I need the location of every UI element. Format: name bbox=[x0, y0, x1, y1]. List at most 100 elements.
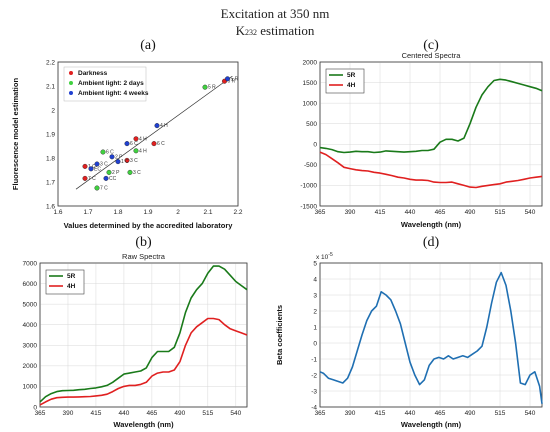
point-label: 5 R bbox=[228, 79, 236, 85]
data-point bbox=[115, 159, 121, 165]
plot-border bbox=[319, 61, 543, 207]
plot-area bbox=[319, 262, 543, 408]
x-tick-label: 440 bbox=[118, 410, 129, 417]
x-tick-label: 1.8 bbox=[113, 209, 122, 216]
x-tick-label: 365 bbox=[315, 410, 326, 417]
point-label: 3 C bbox=[130, 158, 138, 164]
y-tick-label: 2 bbox=[313, 308, 317, 315]
x-tick-label: 515 bbox=[495, 410, 506, 417]
point-label: 7 C bbox=[88, 176, 96, 182]
y-tick-label: 1000 bbox=[23, 384, 38, 391]
x-tick-label: 2.2 bbox=[233, 209, 242, 216]
point-label: 4 H bbox=[160, 123, 168, 129]
point-label: 6 C bbox=[106, 150, 114, 156]
x-tick-label: 540 bbox=[230, 410, 241, 417]
y-tick-label: 2.1 bbox=[46, 83, 55, 90]
panel-c: (c)Centered Spectra 365 390 415 440 465 490 515… bbox=[300, 38, 543, 229]
point-label: CC bbox=[109, 176, 117, 182]
y-tick-label: 3 bbox=[313, 292, 317, 299]
x-tick-label: 540 bbox=[525, 209, 536, 216]
y-tick-label: 0 bbox=[33, 404, 37, 411]
point-label: 7 C bbox=[100, 186, 108, 192]
point-label: 2 P bbox=[115, 154, 123, 160]
x-axis-label: Values determined by the accredited labo… bbox=[64, 221, 234, 230]
data-point bbox=[106, 169, 112, 175]
y-tick-label: -1500 bbox=[300, 203, 317, 210]
x-tick-label: 2 bbox=[176, 209, 180, 216]
y-tick-label: 6000 bbox=[23, 281, 38, 288]
point-label: 3 C bbox=[100, 162, 108, 168]
point-label: 4 H bbox=[139, 148, 147, 154]
legend bbox=[45, 269, 85, 295]
legend-label: 5R bbox=[67, 273, 76, 280]
y-tick-label: 5 bbox=[313, 260, 317, 267]
panel-label-a: (a) bbox=[140, 38, 156, 53]
x-tick-label: 515 bbox=[495, 209, 506, 216]
series-line bbox=[39, 317, 248, 406]
x-tick-label: 465 bbox=[146, 410, 157, 417]
data-point bbox=[124, 141, 130, 147]
series-line bbox=[319, 78, 543, 154]
series-line bbox=[319, 151, 543, 189]
legend-label: Ambient light: 4 weeks bbox=[78, 90, 149, 97]
x-tick-label: 390 bbox=[345, 410, 356, 417]
x-tick-label: 440 bbox=[405, 410, 416, 417]
legend-label: 5R bbox=[347, 72, 356, 79]
figure-title: Excitation at 350 nm bbox=[221, 6, 330, 21]
y-tick-label: 1 bbox=[313, 324, 317, 331]
data-point bbox=[88, 166, 94, 172]
data-point bbox=[124, 157, 130, 163]
y-tick-label: 0 bbox=[313, 142, 317, 149]
x-tick-label: 415 bbox=[91, 410, 102, 417]
y-tick-label: -500 bbox=[304, 162, 317, 169]
point-label: EC bbox=[94, 166, 101, 172]
y-axis-label: Fluorescence model estimation bbox=[11, 78, 20, 191]
y-scale-factor: x 10-5 bbox=[316, 252, 333, 261]
y-tick-label: 4 bbox=[313, 276, 317, 283]
y-tick-label: 1.8 bbox=[46, 155, 55, 162]
x-tick-label: 490 bbox=[174, 410, 185, 417]
chart-title: Centered Spectra bbox=[402, 51, 462, 60]
y-tick-label: 500 bbox=[306, 121, 317, 128]
data-point bbox=[109, 154, 115, 160]
x-tick-label: 390 bbox=[63, 410, 74, 417]
legend-marker bbox=[69, 91, 73, 95]
data-point bbox=[127, 169, 133, 175]
y-tick-label: 4000 bbox=[23, 322, 38, 329]
panel-label-c: (c) bbox=[423, 38, 439, 53]
x-tick-label: 465 bbox=[435, 410, 446, 417]
x-tick-label: 365 bbox=[315, 209, 326, 216]
x-axis-label: Wavelength (nm) bbox=[401, 220, 462, 229]
x-tick-label: 465 bbox=[435, 209, 446, 216]
panel-d: (d) 365 390 415 440 465 490 515 540 -4 -3 -2 -1 0 1 2 3 4… bbox=[275, 235, 543, 429]
x-tick-label: 390 bbox=[345, 209, 356, 216]
data-point bbox=[133, 148, 139, 154]
plot-border bbox=[319, 262, 543, 408]
plot-border bbox=[57, 61, 239, 207]
data-point bbox=[151, 141, 157, 147]
legend bbox=[63, 66, 147, 102]
point-label: 5 R bbox=[208, 85, 216, 91]
y-tick-label: 2.2 bbox=[46, 59, 55, 66]
x-tick-label: 365 bbox=[35, 410, 46, 417]
y-tick-label: -1000 bbox=[300, 183, 317, 190]
x-axis-label: Wavelength (nm) bbox=[401, 420, 462, 429]
point-label: 1 C bbox=[121, 159, 129, 165]
data-point bbox=[100, 149, 106, 155]
y-axis-label: Beta coefficients bbox=[275, 305, 284, 365]
x-tick-label: 1.7 bbox=[83, 209, 92, 216]
point-label: 5 R bbox=[231, 76, 239, 82]
point-label: 4 H bbox=[139, 136, 147, 142]
y-tick-label: -1 bbox=[311, 356, 317, 363]
legend-marker bbox=[69, 81, 73, 85]
legend-marker bbox=[69, 71, 73, 75]
point-label: 6 C bbox=[157, 141, 165, 147]
y-tick-label: 0 bbox=[313, 340, 317, 347]
y-tick-label: 1500 bbox=[303, 80, 318, 87]
x-tick-label: 490 bbox=[465, 410, 476, 417]
x-tick-label: 415 bbox=[375, 209, 386, 216]
point-label: 6 C bbox=[130, 141, 138, 147]
x-tick-label: 490 bbox=[465, 209, 476, 216]
x-tick-label: 515 bbox=[202, 410, 213, 417]
